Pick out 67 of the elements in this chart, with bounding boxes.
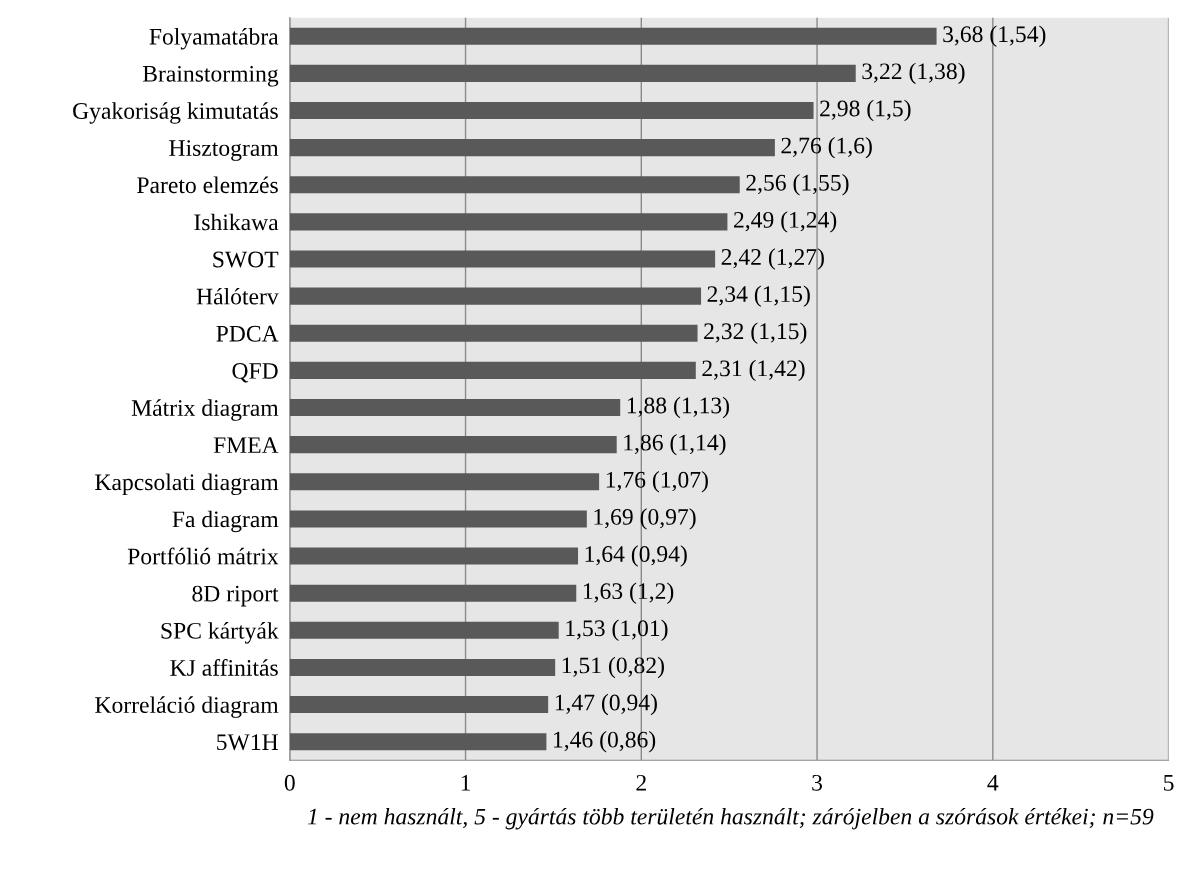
data-label: 1,88 (1,13) xyxy=(627,396,729,419)
x-tick-label: 1 xyxy=(461,774,471,791)
data-label: 2,76 (1,6) xyxy=(781,136,872,159)
bar xyxy=(289,436,617,454)
y-tick-label: QFD xyxy=(232,362,278,383)
data-label: 2,49 (1,24) xyxy=(734,211,837,233)
bar xyxy=(289,324,698,342)
data-label: 2,56 (1,55) xyxy=(746,174,849,196)
data-label: 2,32 (1,15) xyxy=(704,322,807,344)
data-label: 3,68 (1,54) xyxy=(943,25,1046,47)
y-tick-label: FMEA xyxy=(213,437,279,453)
data-label: 1,64 (0,94) xyxy=(585,545,687,567)
data-label: 1,86 (1,14) xyxy=(624,433,726,456)
bar xyxy=(289,621,559,639)
y-tick-label: Folyamatábra xyxy=(149,28,279,50)
bar xyxy=(289,101,814,120)
bar xyxy=(289,213,728,231)
y-tick-label: Brainstorming xyxy=(142,65,279,87)
x-tick-label: 4 xyxy=(987,774,999,791)
bar xyxy=(289,287,702,305)
bar xyxy=(289,398,621,417)
y-tick-label: SPC kártyák xyxy=(161,622,279,644)
y-tick-label: Hálóterv xyxy=(196,287,279,305)
data-label: 2,42 (1,27) xyxy=(721,248,824,270)
bar xyxy=(289,250,716,268)
x-tick-label: 0 xyxy=(284,774,295,791)
bar xyxy=(289,584,577,602)
data-label: 2,98 (1,5) xyxy=(820,99,911,122)
bar xyxy=(289,547,579,565)
bar xyxy=(289,658,556,676)
y-tick-label: Gyakoriság kimutatás xyxy=(73,102,278,124)
y-tick-label: 8D riport xyxy=(192,585,279,607)
x-tick-label: 5 xyxy=(1164,775,1174,791)
data-label: 1,69 (0,97) xyxy=(594,508,696,530)
data-label: 1,63 (1,2) xyxy=(583,582,674,604)
bar xyxy=(289,361,696,379)
x-tick-label: 2 xyxy=(636,774,646,791)
bar xyxy=(289,696,549,714)
x-tick-label: 3 xyxy=(812,774,823,791)
bar xyxy=(289,139,775,157)
bar xyxy=(289,473,600,491)
data-label: 1,76 (1,07) xyxy=(606,471,708,493)
y-tick-label: Ishikawa xyxy=(194,213,279,231)
data-label: 1,46 (0,86) xyxy=(554,730,656,753)
y-tick-label: PDCA xyxy=(216,325,279,342)
y-tick-label: Fa diagram xyxy=(172,510,279,533)
bar xyxy=(289,510,587,528)
y-tick-label: Korreláció diagram xyxy=(95,696,279,718)
y-tick-label: SWOT xyxy=(213,251,279,268)
y-tick-label: KJ affinitás xyxy=(170,659,278,676)
y-tick-label: Kapcsolati diagram xyxy=(95,473,279,496)
data-label: 2,34 (1,15) xyxy=(707,285,810,307)
y-tick-label: Pareto elemzés xyxy=(137,176,278,194)
y-tick-label: 5W1H xyxy=(217,734,278,751)
data-label: 1,51 (0,82) xyxy=(562,656,664,679)
bar xyxy=(289,733,547,751)
data-label: 1,53 (1,01) xyxy=(566,619,668,642)
bar xyxy=(289,64,856,82)
y-tick-label: Portfólió mátrix xyxy=(127,547,279,565)
bar xyxy=(289,176,740,194)
data-label: 2,31 (1,42) xyxy=(702,359,805,382)
x-axis-title: 1 - nem használt, 5 - gyártás több területén használt; zárójelben a szórások értékei; n=59 xyxy=(307,807,1154,830)
data-label: 1,47 (0,94) xyxy=(555,693,657,716)
y-tick-label: Mátrix diagram xyxy=(131,399,279,421)
data-label: 3,22 (1,38) xyxy=(862,62,965,85)
bar xyxy=(289,27,937,45)
y-tick-label: Hisztogram xyxy=(169,140,279,161)
